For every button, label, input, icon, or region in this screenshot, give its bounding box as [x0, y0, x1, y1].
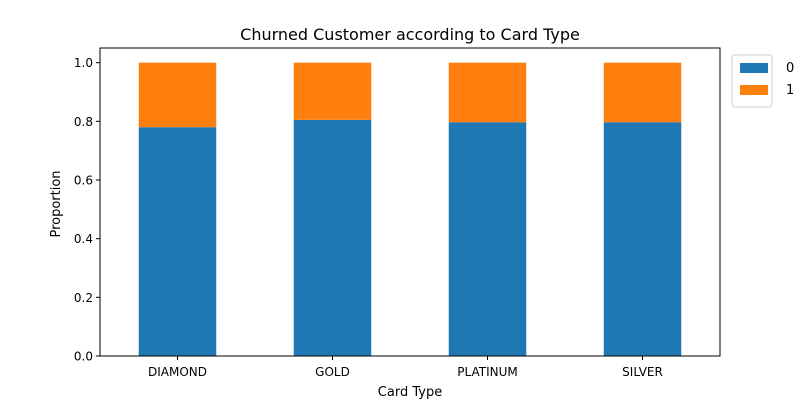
- bar-diamond-series-0: [138, 127, 217, 356]
- y-tick-label: 0.6: [74, 174, 93, 188]
- y-axis: 0.0 0.2 0.4 0.6 0.8 1.0: [74, 56, 100, 364]
- x-tick-label: GOLD: [315, 365, 350, 379]
- y-tick-label: 0.8: [74, 115, 93, 129]
- x-tick-label: SILVER: [622, 365, 663, 379]
- legend: 01: [731, 54, 794, 108]
- bar-platinum-series-1: [448, 62, 527, 123]
- bar-gold-series-1: [293, 62, 372, 120]
- legend-label-0: 0: [786, 61, 794, 76]
- bar-diamond-series-1: [138, 62, 217, 128]
- bar-silver-series-0: [603, 122, 682, 357]
- x-axis: DIAMOND GOLD PLATINUM SILVER: [148, 356, 663, 379]
- bar-gold-series-0: [293, 119, 372, 357]
- plot-frame: [99, 47, 721, 357]
- y-tick-label: 0.4: [74, 232, 93, 246]
- chart-title: Churned Customer according to Card Type: [240, 25, 580, 44]
- x-tick-label: PLATINUM: [457, 365, 517, 379]
- legend-swatch-1: [740, 85, 768, 95]
- bar-silver-series-1: [603, 62, 682, 123]
- bar-platinum-series-0: [448, 122, 527, 357]
- y-axis-label: Proportion: [49, 170, 64, 237]
- bars-group: [138, 62, 682, 357]
- legend-label-1: 1: [786, 83, 794, 98]
- x-axis-label: Card Type: [378, 385, 442, 400]
- y-tick-label: 0.2: [74, 291, 93, 305]
- legend-swatch-0: [740, 63, 768, 73]
- y-tick-label: 0.0: [74, 350, 93, 364]
- legend-frame: [731, 54, 773, 108]
- y-tick-label: 1.0: [74, 56, 93, 70]
- x-tick-label: DIAMOND: [148, 365, 207, 379]
